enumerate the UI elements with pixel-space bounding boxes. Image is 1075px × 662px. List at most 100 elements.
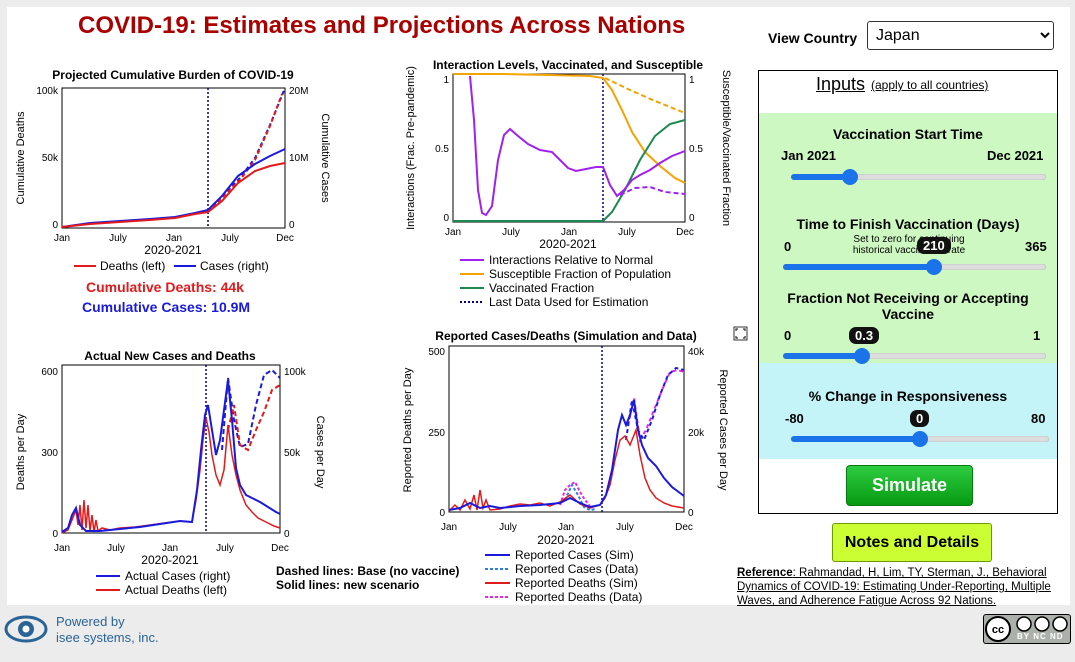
legend-label: Vaccinated Fraction [489, 281, 594, 295]
y-axis-label-left: Cumulative Deaths [15, 111, 27, 204]
x-tick: Jan [166, 233, 182, 244]
fraction-not-slider[interactable] [783, 348, 1046, 364]
vaccination-start-max: Dec 2021 [987, 148, 1044, 163]
responsiveness-value: 0 [910, 410, 930, 427]
series-reported-cases-sim [448, 399, 685, 511]
reference-link[interactable]: Reference: Rahmandad, H, Lim, TY, Sterma… [737, 566, 1067, 608]
x-tick: Dec [675, 522, 693, 533]
country-select[interactable]: Japan [867, 21, 1054, 50]
responsiveness-max: 80 [1031, 411, 1046, 426]
slider-fill [791, 436, 920, 442]
legend-label: Actual Deaths (left) [125, 583, 227, 597]
slider-knob[interactable] [912, 431, 928, 447]
series-cases-base [625, 366, 685, 443]
dashed-lines-note: Dashed lines: Base (no vaccine) [276, 564, 460, 578]
y-axis-label-right: Susceptible/Vaccinated Fraction [720, 70, 732, 226]
x-tick: July [499, 522, 517, 533]
series-interactions [469, 75, 686, 217]
x-axis-label: 2020-2021 [537, 533, 595, 547]
y-tick-right: 20M [289, 86, 308, 97]
x-tick: Jan [445, 227, 461, 238]
y-tick-right: 10M [289, 153, 308, 164]
chart-title: Actual New Cases and Deaths [84, 349, 256, 363]
legend-label: Reported Cases (Data) [515, 562, 638, 576]
y-tick-left: 0 [52, 529, 58, 540]
y-axis-label-right: Reported Cases per Day [717, 369, 729, 491]
x-tick: Dec [276, 233, 294, 244]
inputs-note: (apply to all countries) [871, 78, 989, 92]
legend-label: Last Data Used for Estimation [489, 295, 648, 309]
x-axis-label: 2020-2021 [539, 237, 597, 251]
y-tick-left: 0.5 [435, 144, 449, 155]
slider-knob[interactable] [841, 169, 858, 185]
y-tick-left: 100k [36, 86, 59, 97]
slider-fill [791, 174, 850, 180]
x-tick: Dec [271, 543, 289, 554]
page-title: COVID-19: Estimates and Projections Acro… [78, 12, 686, 39]
series-cases-base [221, 368, 281, 451]
y-axis-label-left: Deaths per Day [15, 413, 27, 490]
time-to-finish-slider[interactable] [783, 259, 1046, 275]
fraction-not-min: 0 [784, 328, 792, 343]
reference-text: : Rahmandad, H, Lim, TY, Sterman, J., Be… [737, 567, 1051, 607]
x-tick: July [107, 543, 125, 554]
series-reported-deaths-data [559, 480, 591, 507]
y-tick-right: 0 [284, 529, 290, 540]
responsiveness-section [759, 363, 1057, 459]
y-axis-label-right: Cases per Day [314, 416, 326, 489]
x-tick: July [502, 227, 520, 238]
y-tick-left: 600 [41, 367, 58, 378]
cc-icon: cc [984, 615, 1070, 643]
simulate-button[interactable]: Simulate [846, 465, 973, 506]
x-tick: Jan [54, 233, 70, 244]
slider-fill [783, 264, 935, 270]
inputs-heading: Inputs [816, 74, 866, 94]
fraction-not-max: 1 [1033, 328, 1041, 343]
series-susceptible-base [604, 77, 686, 114]
responsiveness-slider[interactable] [791, 431, 1049, 447]
svg-text:cc: cc [992, 624, 1004, 636]
time-to-finish-sublabel: Set to zero for continuing historical va… [852, 234, 966, 256]
slider-knob[interactable] [853, 348, 870, 364]
x-axis-label: 2020-2021 [144, 243, 202, 257]
x-tick: Jan [441, 522, 457, 533]
vaccination-start-min: Jan 2021 [781, 148, 836, 163]
powered-by-text: Powered by [56, 614, 125, 629]
reference-prefix: Reference [737, 567, 793, 579]
y-tick-right: 0 [289, 220, 295, 231]
vaccination-start-slider[interactable] [791, 169, 1046, 185]
cc-license-badge[interactable]: cc BY NC ND [983, 614, 1071, 644]
x-tick: Dec [676, 227, 694, 238]
y-tick-right: 40k [688, 347, 705, 358]
y-tick-right: 0 [689, 213, 695, 224]
view-country-label: View Country [768, 30, 858, 46]
slider-knob[interactable] [926, 259, 943, 275]
x-tick: July [216, 543, 234, 554]
y-tick-right: 50k [284, 448, 301, 459]
time-to-finish-value: 210 [917, 237, 951, 254]
responsiveness-label: % Change in Responsiveness [808, 388, 1008, 404]
y-tick-left: 0 [443, 213, 449, 224]
plot-frame [448, 345, 685, 513]
series-susceptible [453, 73, 686, 184]
inputs-panel: Inputs (apply to all countries) Vaccinat… [758, 70, 1058, 514]
y-tick-right: 0.5 [689, 144, 703, 155]
legend-label: Cases (right) [200, 259, 269, 273]
cumulative-deaths-summary: Cumulative Deaths: 44k [86, 279, 244, 295]
x-tick: July [221, 233, 239, 244]
y-axis-label-left: Reported Deaths per Day [402, 367, 414, 492]
chart-title: Reported Cases/Deaths (Simulation and Da… [435, 329, 696, 343]
legend-label: Susceptible Fraction of Population [489, 267, 671, 281]
y-tick-left: 1 [443, 75, 449, 86]
notes-and-details-button[interactable]: Notes and Details [832, 523, 992, 562]
y-tick-left: 300 [41, 448, 58, 459]
y-tick-left: 50k [42, 153, 59, 164]
series-vaccinated [453, 119, 686, 222]
x-tick: Jan [162, 543, 178, 554]
solid-lines-note: Solid lines: new scenario [276, 578, 420, 592]
y-axis-label-left: Interactions (Frac. Pre-pandemic) [405, 66, 417, 230]
